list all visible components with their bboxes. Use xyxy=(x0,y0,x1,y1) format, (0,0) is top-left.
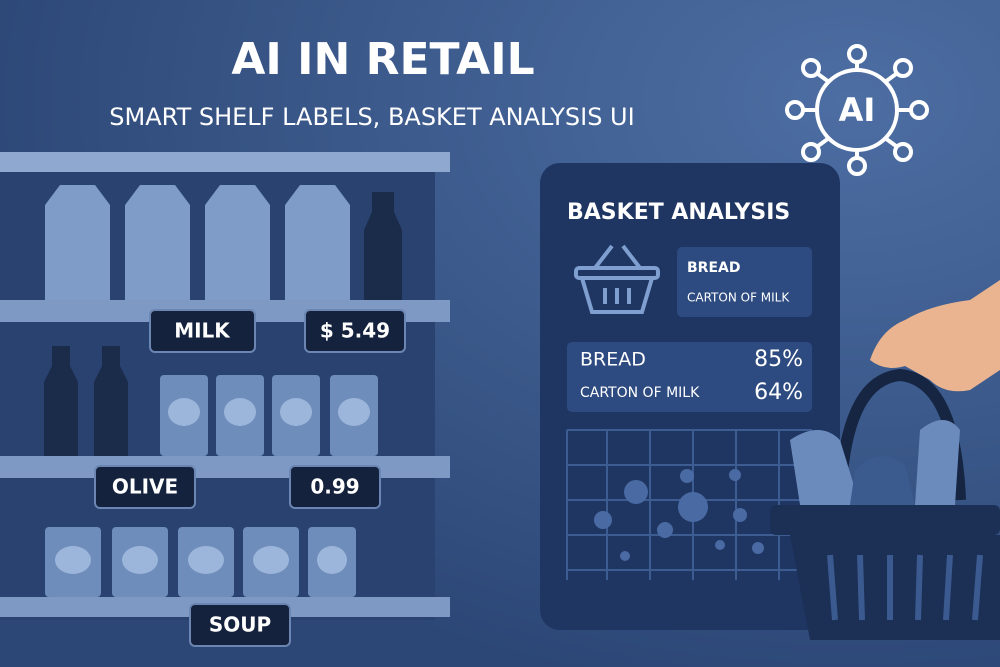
scatter-graphic xyxy=(566,429,812,580)
shopper-basket xyxy=(770,280,1000,640)
price-label: $ 5.49 xyxy=(320,319,390,343)
panel-title: BASKET ANALYSIS xyxy=(567,200,790,225)
basket-item: CARTON OF MILK xyxy=(687,291,790,305)
analysis-score: 85% xyxy=(754,347,803,372)
analysis-item: BREAD xyxy=(580,349,646,371)
ai-icon-label: AI xyxy=(839,91,876,129)
shelf-label: OLIVE xyxy=(112,475,178,499)
shelf-label: SOUP xyxy=(209,613,271,637)
shelf-label: MILK xyxy=(174,319,231,343)
basket-icon xyxy=(574,244,660,314)
basket-items-box xyxy=(677,247,812,317)
subtitle: SMART SHELF LABELS, BASKET ANALYSIS UI xyxy=(109,103,634,131)
analysis-item: CARTON OF MILK xyxy=(580,385,700,401)
analysis-box xyxy=(567,342,812,412)
ai-icon xyxy=(785,44,929,176)
analysis-score: 64% xyxy=(754,380,803,405)
basket-item: BREAD xyxy=(687,260,740,276)
title: AI IN RETAIL xyxy=(231,34,534,85)
shelf-unit xyxy=(0,152,450,647)
price-label: 0.99 xyxy=(310,475,359,499)
